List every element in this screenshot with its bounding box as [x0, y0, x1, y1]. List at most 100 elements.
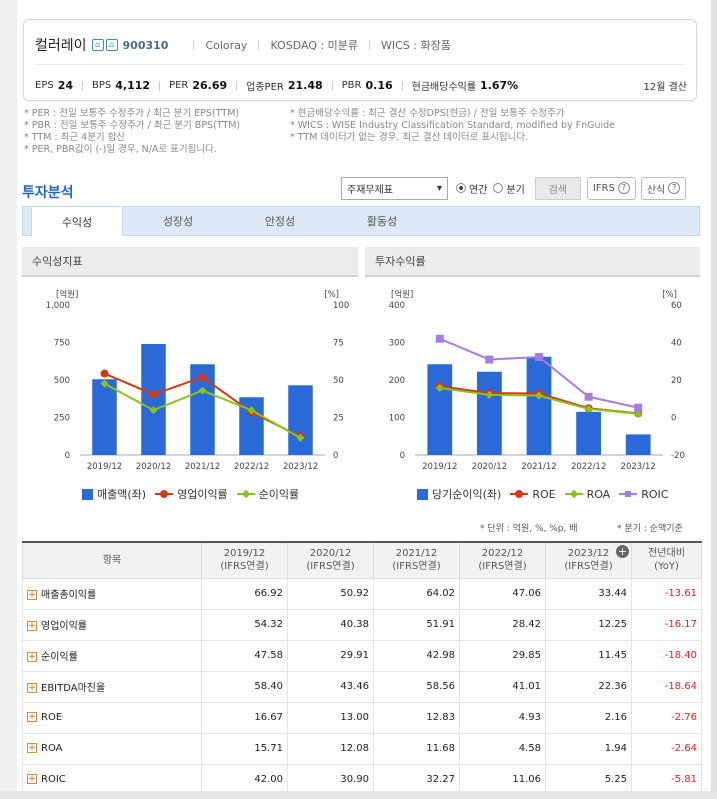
right-tick-label: -20 — [671, 451, 685, 461]
x-tick-label: 2020/12 — [472, 462, 507, 472]
divider — [82, 80, 84, 91]
value-cell: 29.91 — [287, 639, 374, 672]
ifrs-button[interactable]: IFRS? — [586, 176, 636, 200]
legend-item[interactable]: 당기순이익(좌) — [417, 486, 501, 502]
radio-on-icon — [456, 183, 466, 193]
statement-select[interactable]: 주재무제표 ▾ — [341, 176, 448, 200]
value-cell: 32.27 — [373, 763, 460, 796]
fiscal-month: 12월 결산 — [643, 82, 687, 93]
divider — [369, 40, 371, 50]
point — [535, 391, 543, 400]
company-info-row: 컬러레이 ⌂ ⌂ 900310 Coloray KOSDAQ : 미분류 WIC… — [35, 35, 451, 55]
header-basis-label: (IFRS연결) — [220, 561, 269, 573]
quarter-radio[interactable]: 분기 — [493, 181, 525, 196]
value-cell: 29.85 — [459, 639, 546, 672]
chart-investment-return: [억원] [%] 0 100 200 300 400 -20 0 20 40 60 2019/12 202… — [389, 289, 685, 472]
value-cell: 28.42 — [459, 608, 546, 641]
legend-profitability: 매출액(좌) 영업이익률 순이익률 — [82, 486, 308, 502]
legend-item[interactable]: 영업이익률 — [155, 486, 228, 502]
expand-plus-icon[interactable]: + — [27, 743, 37, 753]
left-tick-label: 0 — [65, 451, 70, 461]
table-row: + ROE 16.67 13.00 12.83 4.93 2.16 -2.76 — [22, 701, 702, 734]
right-tick-label: 40 — [671, 339, 682, 349]
section-title: 투자분석 — [22, 185, 74, 201]
tab-profitability[interactable]: 수익성 — [31, 206, 123, 236]
company-eng-name: Coloray — [205, 38, 248, 52]
legend-item[interactable]: 매출액(좌) — [82, 486, 146, 502]
tab-stability[interactable]: 안정성 — [264, 215, 296, 228]
left-tick-label: 100 — [389, 414, 405, 424]
table-row: + EBITDA마진율 58.40 43.46 58.56 41.01 22.36 -18.6… — [22, 670, 702, 703]
row-label-cell[interactable]: + 매출총이익률 — [22, 577, 202, 610]
ir-home-icon[interactable]: ⌂ — [105, 39, 118, 51]
legend-item[interactable]: 순이익률 — [236, 486, 300, 502]
right-tick-label: 60 — [671, 301, 682, 311]
left-tick-label: 200 — [389, 376, 405, 386]
note-pbr: * PBR : 전일 보통주 수정주가 / 최근 분기 BPS(TTM) — [24, 120, 241, 131]
horizontal-scrollbar[interactable] — [0, 791, 717, 799]
formula-button[interactable]: 산식? — [640, 176, 687, 200]
row-label-cell[interactable]: + ROE — [22, 701, 202, 734]
row-label-cell[interactable]: + EBITDA마진율 — [22, 670, 202, 703]
point — [247, 406, 256, 415]
row-label-cell[interactable]: + ROA — [22, 732, 202, 765]
point — [634, 409, 643, 418]
metric-per-label: PER — [169, 80, 189, 91]
header-year-label: 2021/12 — [395, 548, 438, 560]
annual-radio[interactable]: 연간 — [456, 181, 487, 196]
annual-label: 연간 — [469, 184, 488, 196]
expand-plus-icon[interactable]: + — [27, 621, 37, 631]
legend-item[interactable]: ROE — [510, 488, 556, 501]
legend-label: 순이익률 — [258, 488, 300, 501]
header-year: 2019/12 (IFRS연결) — [201, 541, 288, 579]
x-tick-label: 2019/12 — [422, 462, 457, 472]
tab-activity[interactable]: 활동성 — [366, 215, 398, 228]
point — [100, 369, 109, 378]
divider — [258, 40, 260, 50]
home-icon[interactable]: ⌂ — [91, 39, 104, 51]
left-frame — [0, 0, 17, 799]
expand-plus-icon[interactable]: + — [616, 545, 629, 558]
help-icon: ? — [668, 182, 681, 194]
left-tick-label: 400 — [389, 301, 405, 311]
left-tick-label: 0 — [400, 451, 405, 461]
row-label-cell[interactable]: + 영업이익률 — [22, 608, 202, 641]
legend-line-icon — [619, 489, 638, 499]
header-year: 2022/12 (IFRS연결) — [459, 541, 546, 579]
legend-item[interactable]: ROA — [564, 488, 610, 501]
value-cell: 58.56 — [373, 670, 460, 703]
legend-bar-icon — [82, 488, 93, 500]
right-scrollbar[interactable] — [711, 0, 717, 799]
left-tick-label: 750 — [54, 339, 70, 349]
statement-select-value: 주재무제표 — [347, 184, 393, 196]
table-row: + 영업이익률 54.32 40.38 51.91 28.42 12.25 -16.17 — [22, 608, 702, 641]
left-axis-unit: [억원] — [391, 289, 413, 300]
row-label-cell[interactable]: + 순이익률 — [22, 639, 202, 672]
note-dividend: * 현금배당수익률 : 최근 결산 수정DPS(현금) / 전일 보통주 수정주… — [290, 108, 565, 119]
search-button[interactable]: 검색 — [534, 176, 581, 200]
expand-plus-icon[interactable]: + — [27, 774, 37, 784]
expand-plus-icon[interactable]: + — [27, 590, 37, 600]
value-cell: 40.38 — [287, 608, 374, 641]
right-tick-label: 25 — [333, 414, 344, 424]
x-tick-label: 2023/12 — [283, 462, 318, 472]
divider — [401, 80, 403, 91]
legend-item[interactable]: ROIC — [619, 488, 668, 501]
tab-growth[interactable]: 성장성 — [162, 215, 194, 228]
row-label: ROA — [41, 743, 63, 754]
expand-plus-icon[interactable]: + — [27, 652, 37, 662]
metric-dividend-label: 현금배당수익률 — [411, 82, 477, 93]
value-cell: 33.44 — [545, 577, 632, 610]
header-basis-label: (IFRS연결) — [478, 561, 527, 573]
row-label: EBITDA마진율 — [41, 683, 106, 694]
point — [435, 384, 444, 393]
value-cell: 2.16 — [545, 701, 632, 734]
bar — [141, 344, 166, 455]
expand-plus-icon[interactable]: + — [27, 712, 37, 722]
value-cell: 42.98 — [373, 639, 460, 672]
table-body: + 매출총이익률 66.92 50.92 64.02 47.06 33.44 -13.61 + 영… — [22, 577, 702, 796]
expand-plus-icon[interactable]: + — [27, 683, 37, 693]
row-label: ROE — [41, 712, 63, 723]
wics-label: WICS : 화장품 — [381, 39, 451, 52]
point — [435, 334, 444, 343]
